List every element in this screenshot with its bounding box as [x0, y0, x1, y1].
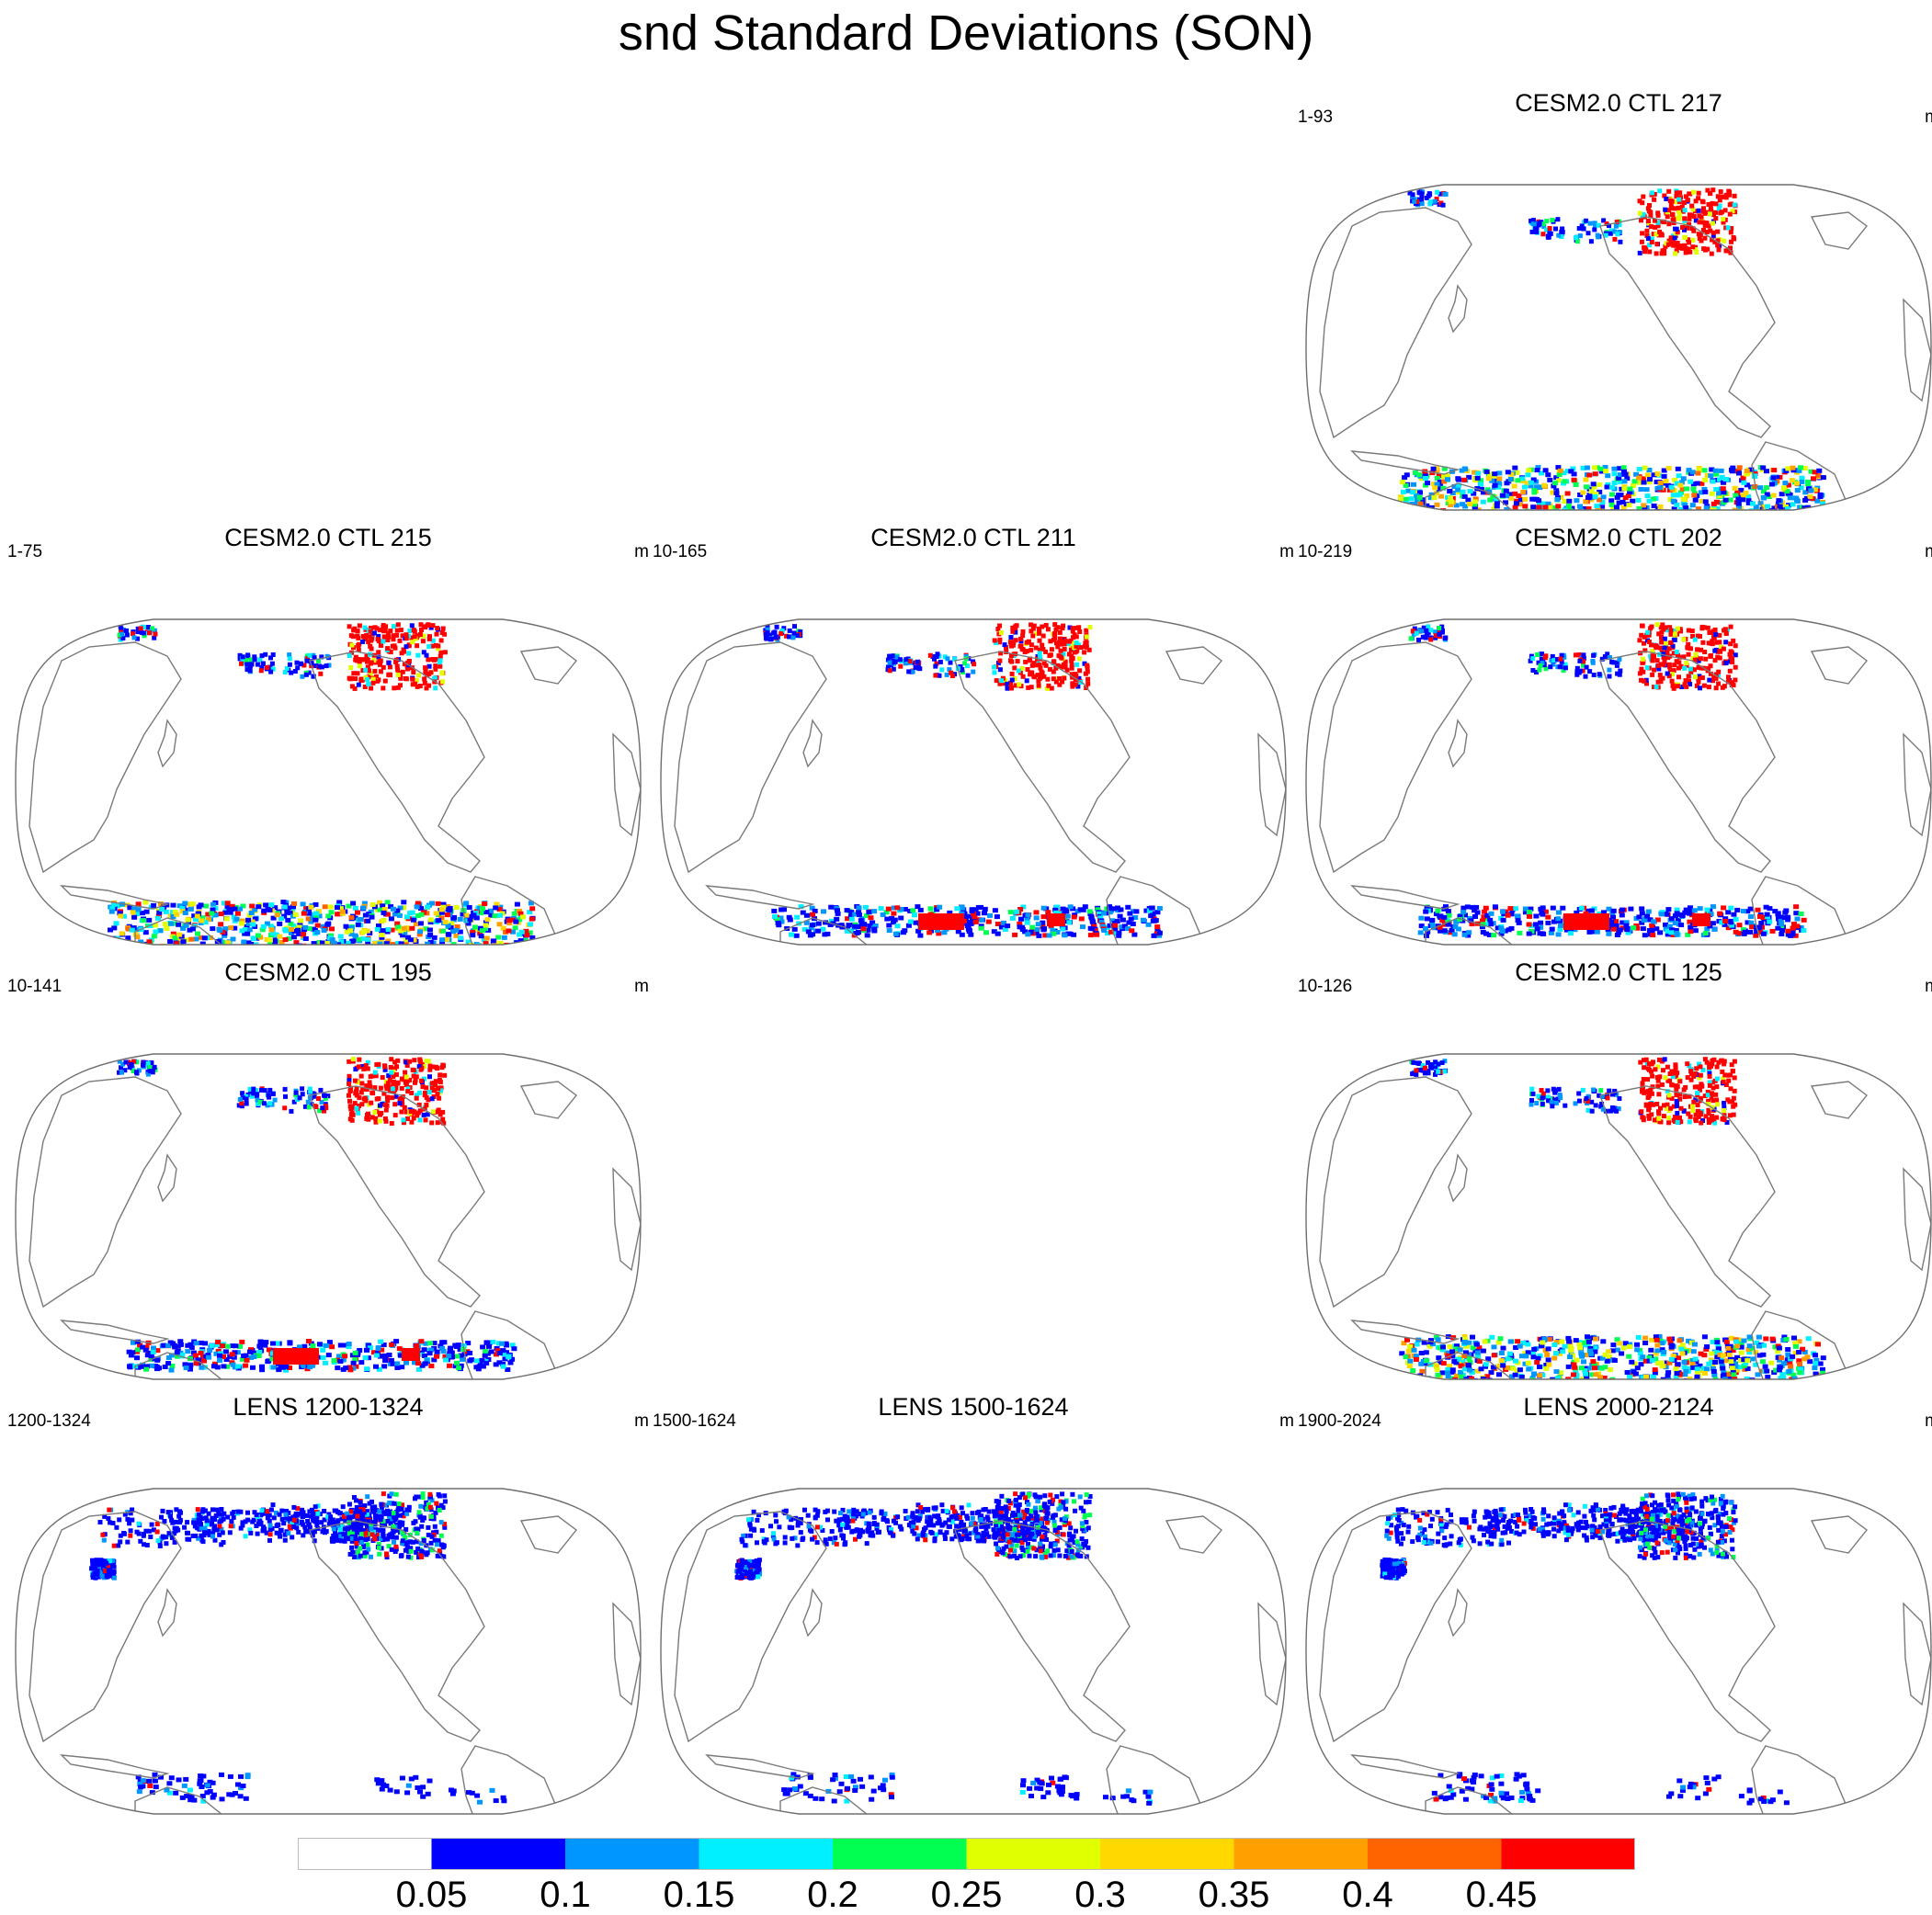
panel-range-label: 10-219 — [1298, 542, 1353, 561]
map-panel-ctl-125: CESM2.0 CTL 125 10-126 m — [1297, 958, 1932, 1391]
robinson-map — [1305, 1053, 1932, 1380]
colorbar-swatch — [833, 1838, 967, 1870]
panel-units-label: m — [1279, 542, 1294, 561]
coastlines — [28, 641, 641, 945]
colorbar-swatch — [298, 1838, 432, 1870]
map-panel-lens-1200: LENS 1200-1324 1200-1324 m — [6, 1392, 650, 1826]
coastlines — [674, 641, 1286, 945]
snow-depth-field — [89, 1491, 507, 1805]
map-panel-lens-2000: LENS 2000-2124 1900-2024 m — [1297, 1392, 1932, 1826]
colorbar-tick-label: 0.15 — [663, 1875, 735, 1915]
snow-depth-field — [1399, 1057, 1826, 1379]
colorbar — [298, 1838, 1635, 1870]
map-boundary — [660, 618, 1287, 946]
map-panel-ctl-217: CESM2.0 CTL 217 1-93 m — [1297, 88, 1932, 522]
coastlines — [1319, 1076, 1931, 1379]
colorbar-swatch — [1100, 1838, 1234, 1870]
robinson-map — [15, 618, 642, 946]
colorbar-tick-label: 0.2 — [807, 1875, 858, 1915]
robinson-map — [1305, 618, 1932, 946]
snow-depth-field — [734, 1491, 1154, 1806]
panel-range-label: 10-126 — [1298, 977, 1353, 996]
panel-units-label: m — [1279, 1411, 1294, 1431]
colorbar-swatch — [1233, 1838, 1369, 1870]
panel-range-label: 1-93 — [1298, 108, 1334, 127]
panel-units-label: m — [634, 977, 649, 996]
panel-range-label: 10-165 — [653, 542, 708, 561]
snow-depth-field — [1398, 187, 1826, 510]
panel-title: CESM2.0 CTL 215 — [224, 524, 432, 551]
panel-title: CESM2.0 CTL 217 — [1515, 89, 1722, 117]
map-panel-lens-1500: LENS 1500-1624 1500-1624 m — [652, 1392, 1295, 1826]
coastlines — [674, 1511, 1286, 1814]
coastlines — [1319, 1511, 1931, 1814]
panel-title: LENS 1200-1324 — [233, 1393, 424, 1421]
panel-units-label: m — [1925, 1411, 1932, 1433]
robinson-map — [15, 1053, 642, 1380]
colorbar-swatch — [966, 1838, 1101, 1870]
robinson-map — [1305, 184, 1932, 511]
map-boundary — [15, 618, 642, 946]
snow-depth-field — [1408, 622, 1807, 938]
map-boundary — [1305, 618, 1932, 946]
panel-title: CESM2.0 CTL 211 — [870, 524, 1076, 551]
colorbar-tick-label: 0.1 — [540, 1875, 591, 1915]
map-panel-ctl-215: CESM2.0 CTL 215 1-75 m — [6, 523, 650, 957]
panel-title: LENS 2000-2124 — [1523, 1393, 1714, 1421]
panel-units-label: m — [1925, 541, 1932, 563]
robinson-map — [1305, 1488, 1932, 1815]
map-panel-ctl-195: CESM2.0 CTL 195 10-141 m — [6, 958, 650, 1391]
panel-title: LENS 1500-1624 — [878, 1393, 1069, 1421]
panel-title: CESM2.0 CTL 195 — [224, 958, 432, 986]
panel-range-label: 1500-1624 — [653, 1411, 736, 1431]
map-boundary — [1305, 184, 1932, 511]
robinson-map — [660, 1488, 1287, 1815]
map-panel-ctl-202: CESM2.0 CTL 202 10-219 m — [1297, 523, 1932, 957]
colorbar-swatch — [431, 1838, 566, 1870]
panel-title: CESM2.0 CTL 125 — [1515, 958, 1722, 986]
map-boundary — [660, 1488, 1287, 1815]
map-boundary — [15, 1053, 642, 1380]
colorbar-tick-label: 0.45 — [1465, 1875, 1538, 1915]
map-boundary — [1305, 1488, 1932, 1815]
figure-title: snd Standard Deviations (SON) — [618, 6, 1314, 61]
panel-range-label: 1900-2024 — [1298, 1411, 1381, 1431]
snow-depth-field — [1380, 1491, 1790, 1806]
coastlines — [1319, 641, 1931, 945]
coastlines — [28, 1511, 641, 1814]
colorbar-labels: 0.05 0.1 0.15 0.2 0.25 0.3 0.35 0.4 0.45 — [0, 1875, 1932, 1915]
colorbar-tick-label: 0.25 — [930, 1875, 1003, 1915]
colorbar-swatch — [1501, 1838, 1635, 1870]
panel-units-label: m — [1925, 976, 1932, 998]
coastlines — [28, 1076, 641, 1379]
panel-range-label: 1200-1324 — [7, 1411, 91, 1431]
colorbar-tick-label: 0.4 — [1342, 1875, 1393, 1915]
map-boundary — [15, 1488, 642, 1815]
coastlines — [1319, 207, 1931, 510]
snow-depth-field — [117, 1057, 517, 1373]
panel-units-label: m — [634, 1411, 649, 1431]
colorbar-tick-label: 0.05 — [395, 1875, 468, 1915]
robinson-map — [15, 1488, 642, 1815]
colorbar-tick-label: 0.3 — [1074, 1875, 1126, 1915]
colorbar-swatch — [1368, 1838, 1502, 1870]
colorbar-swatch — [699, 1838, 834, 1870]
robinson-map — [660, 618, 1287, 946]
panel-title: CESM2.0 CTL 202 — [1515, 524, 1722, 551]
snow-depth-field — [108, 622, 536, 945]
colorbar-swatch — [565, 1838, 699, 1870]
panel-units-label: m — [1925, 107, 1932, 129]
panel-units-label: m — [634, 542, 649, 561]
colorbar-tick-label: 0.35 — [1198, 1875, 1270, 1915]
map-panel-ctl-211: CESM2.0 CTL 211 10-165 m — [652, 523, 1295, 957]
map-boundary — [1305, 1053, 1932, 1380]
panel-range-label: 10-141 — [7, 977, 63, 996]
snow-depth-field — [763, 622, 1163, 938]
panel-range-label: 1-75 — [7, 542, 43, 561]
